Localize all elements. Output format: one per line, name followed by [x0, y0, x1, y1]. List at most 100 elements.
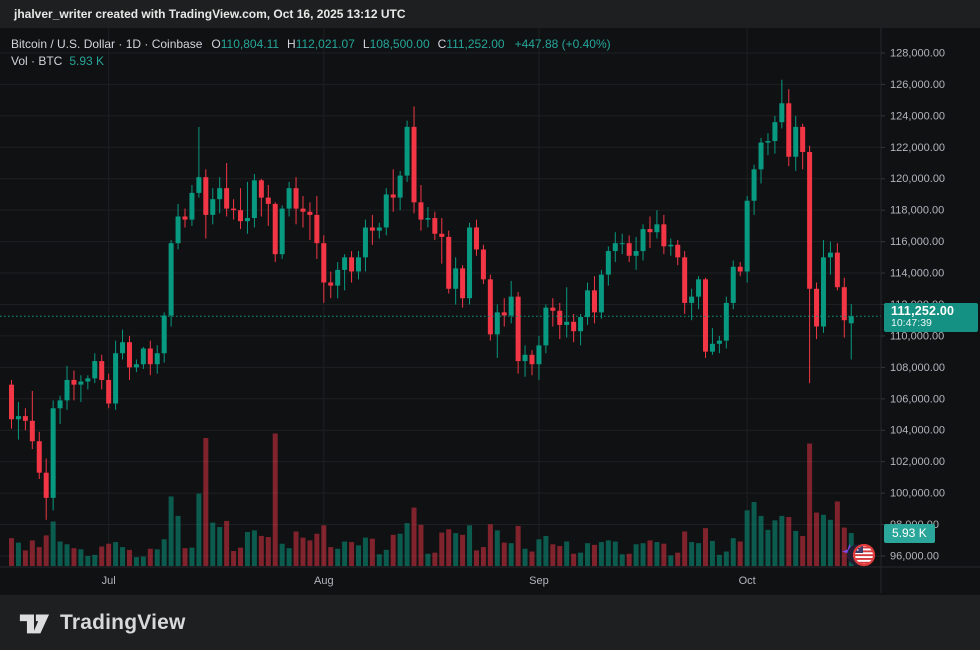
volume-bar — [654, 542, 660, 566]
volume-bar — [189, 547, 195, 566]
candle-body — [446, 236, 452, 289]
volume-bar — [328, 547, 334, 566]
candle-body — [494, 312, 500, 335]
volume-bar — [182, 548, 188, 566]
candle-body — [543, 307, 549, 346]
price-tick-label: 118,000.00 — [890, 205, 944, 217]
volume-bar — [633, 544, 639, 566]
price-tick-label: 122,000.00 — [890, 142, 945, 154]
candle-body — [571, 321, 577, 332]
candle-body — [696, 279, 702, 297]
volume-bar — [418, 524, 424, 566]
candle-body — [265, 197, 271, 204]
candle-body — [92, 361, 98, 379]
candle-body — [758, 142, 764, 170]
volume-bar — [432, 552, 438, 566]
candle-body — [321, 243, 327, 283]
volume-axis-tag: 5.93 K — [884, 524, 935, 543]
candle-body — [335, 269, 341, 286]
candle-body — [841, 287, 847, 321]
volume-bar — [78, 549, 84, 566]
candle-body — [598, 274, 604, 313]
volume-bar — [647, 540, 653, 566]
price-change: +447.88 (+0.40%) — [514, 37, 611, 51]
volume-bar — [29, 540, 35, 566]
volume-bar — [356, 545, 361, 566]
candle-body — [203, 177, 209, 215]
candle-body — [647, 229, 653, 233]
candle-body — [557, 310, 563, 325]
volume-bar — [321, 525, 327, 566]
candle-body — [800, 126, 806, 153]
candle-body — [744, 200, 750, 272]
time-tick-label[interactable]: Jul — [102, 575, 116, 587]
volume-label: Vol · BTC — [11, 54, 63, 68]
volume-bar — [501, 542, 507, 566]
candle-body — [689, 296, 695, 303]
candle-body — [536, 345, 542, 365]
candle-body — [820, 257, 826, 327]
volume-bar — [314, 533, 320, 566]
volume-bar — [598, 542, 604, 566]
time-tick-label[interactable]: Oct — [739, 575, 756, 587]
ohlc-close: C111,252.00 — [437, 37, 505, 51]
volume-bar — [175, 515, 181, 566]
volume-bar — [307, 540, 313, 566]
candle-body — [300, 208, 306, 212]
candle-body — [57, 400, 63, 409]
volume-bar — [550, 544, 556, 566]
tradingview-logo[interactable]: TradingView — [18, 609, 186, 637]
candle-body — [189, 192, 195, 220]
price-tick-label: 108,000.00 — [890, 362, 945, 374]
volume-bar — [133, 557, 139, 566]
volume-bar — [203, 437, 209, 566]
volume-bar — [571, 553, 577, 566]
candle-body — [182, 216, 188, 220]
volume-bar — [279, 543, 285, 566]
candle-body — [362, 227, 368, 258]
candle-body — [814, 288, 820, 327]
candle-body — [772, 122, 778, 142]
volume-bar — [85, 555, 91, 566]
candle-body — [522, 354, 528, 362]
volume-bar — [765, 529, 771, 566]
volume-bar — [591, 544, 597, 566]
candle-body — [605, 251, 611, 275]
candle-body — [515, 296, 521, 362]
symbol-title: Bitcoin / U.S. Dollar · 1D · Coinbase — [11, 37, 203, 51]
price-tick-label: 116,000.00 — [890, 236, 944, 248]
candle-body — [126, 342, 132, 368]
candle-body — [411, 126, 417, 203]
candle-body — [210, 199, 216, 215]
bar-countdown: 10:47:39 — [891, 317, 932, 329]
attribution-text: jhalver_writer created with TradingView.… — [14, 7, 406, 21]
volume-bar — [612, 541, 618, 566]
ohlc-low: L108,500.00 — [362, 37, 430, 51]
volume-bar — [439, 532, 445, 566]
candle-body — [418, 202, 424, 220]
volume-bar — [286, 548, 292, 566]
candle-body — [779, 103, 785, 123]
candle-body — [307, 211, 313, 215]
tradingview-logo-mark — [19, 614, 50, 633]
volume-bar — [113, 542, 119, 566]
candle-body — [709, 343, 715, 352]
time-tick-label[interactable]: Aug — [314, 575, 334, 587]
price-tick-label: 128,000.00 — [890, 47, 945, 59]
candle-body — [633, 251, 639, 256]
candle-body — [272, 203, 278, 255]
volume-bar — [696, 543, 702, 566]
volume-bar — [362, 537, 368, 566]
volume-bar — [161, 539, 167, 566]
volume-bar — [786, 517, 792, 566]
candle-body — [585, 290, 591, 318]
candle-body — [626, 243, 632, 256]
volume-bar — [57, 541, 63, 566]
volume-bar — [508, 543, 514, 566]
candle-body — [258, 180, 264, 198]
time-tick-label[interactable]: Sep — [529, 575, 549, 587]
volume-bar — [99, 546, 105, 566]
volume-bar — [522, 548, 528, 566]
candle-body — [723, 302, 729, 341]
